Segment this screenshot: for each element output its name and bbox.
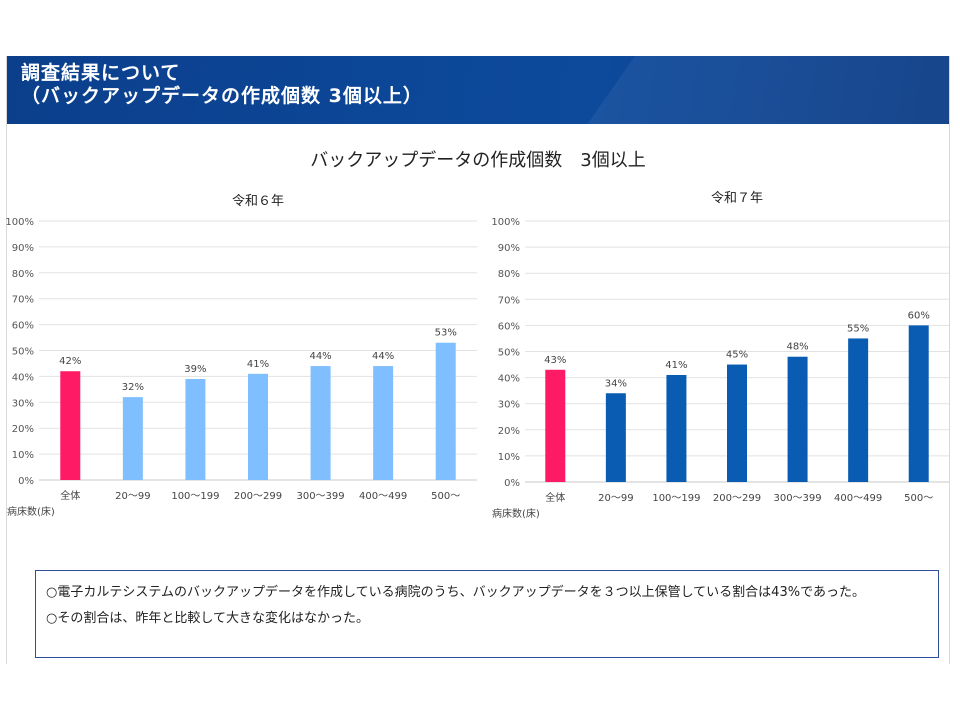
y-tick-label: 70% xyxy=(498,295,520,306)
y-tick-label: 0% xyxy=(18,476,34,487)
data-label: 39% xyxy=(184,364,206,375)
y-tick-label: 20% xyxy=(498,426,520,437)
y-tick-label: 60% xyxy=(12,321,34,332)
header-title: 調査結果について （バックアップデータの作成個数 3個以上） xyxy=(21,62,423,108)
notes-box: ○電子カルテシステムのバックアップデータを作成している病院のうち、バックアップデ… xyxy=(35,570,939,658)
y-tick-label: 20% xyxy=(12,424,34,435)
bar-total xyxy=(60,371,81,480)
category-label: 200〜299 xyxy=(234,491,282,502)
y-tick-label: 0% xyxy=(504,478,520,489)
y-tick-label: 10% xyxy=(498,452,520,463)
category-label: 20〜99 xyxy=(598,493,633,504)
header-title-line2: （バックアップデータの作成個数 3個以上） xyxy=(21,85,423,107)
header-title-line1: 調査結果について xyxy=(21,62,181,84)
category-label: 400〜499 xyxy=(834,493,882,504)
data-label: 53% xyxy=(435,328,457,339)
y-tick-label: 30% xyxy=(498,400,520,411)
y-tick-label: 10% xyxy=(12,450,34,461)
note-line-2: ○その割合は、昨年と比較して大きな変化はなかった。 xyxy=(46,611,369,626)
data-label: 41% xyxy=(665,360,687,371)
category-label: 20〜99 xyxy=(115,491,150,502)
bar-beds-6 xyxy=(435,342,456,480)
y-tick-label: 100% xyxy=(491,217,520,228)
data-label: 45% xyxy=(726,350,748,361)
category-label: 400〜499 xyxy=(359,491,407,502)
y-tick-label: 60% xyxy=(498,321,520,332)
data-label: 43% xyxy=(544,355,566,366)
y-tick-label: 80% xyxy=(498,269,520,280)
y-tick-label: 40% xyxy=(498,374,520,385)
y-tick-label: 30% xyxy=(12,398,34,409)
data-label: 34% xyxy=(605,378,627,389)
category-label: 全体 xyxy=(545,491,565,504)
y-tick-label: 70% xyxy=(12,295,34,306)
category-label: 300〜399 xyxy=(296,491,344,502)
bar-beds-5 xyxy=(848,338,869,482)
y-tick-label: 100% xyxy=(5,217,34,228)
category-label: 200〜299 xyxy=(713,493,761,504)
slide: 調査結果について （バックアップデータの作成個数 3個以上） バックアップデータ… xyxy=(5,56,950,664)
chart-title: 令和６年 xyxy=(232,194,284,209)
category-label: 100〜199 xyxy=(171,491,219,502)
y-tick-label: 50% xyxy=(12,347,34,358)
data-label: 41% xyxy=(247,359,269,370)
bar-beds-3 xyxy=(248,373,268,480)
bar-beds-4 xyxy=(787,356,808,482)
x-axis-label: 病床数(床) xyxy=(7,505,55,518)
bar-beds-2 xyxy=(185,378,206,480)
bar-beds-1 xyxy=(605,393,626,482)
bar-beds-4 xyxy=(310,366,331,480)
bar-beds-5 xyxy=(373,366,394,480)
bar-beds-1 xyxy=(122,397,143,480)
category-label: 100〜199 xyxy=(652,493,700,504)
chart-r7: 令和７年 0% 10% 20% 30% 40% 50% 60% 70% 80% 90% 100% 43%… xyxy=(491,191,949,520)
x-axis-label: 病床数(床) xyxy=(492,507,540,520)
y-tick-label: 40% xyxy=(12,372,34,383)
bar-total xyxy=(545,369,566,482)
chart-r6: 令和６年 0% 10% 20% 30% 40% 50% 60% 70% 80% 90% 100% 42%… xyxy=(5,194,477,518)
y-tick-label: 80% xyxy=(12,269,34,280)
category-label: 全体 xyxy=(60,489,80,502)
y-tick-label: 50% xyxy=(498,348,520,359)
chart-title: 令和７年 xyxy=(711,191,763,206)
header-banner: 調査結果について （バックアップデータの作成個数 3個以上） xyxy=(7,56,949,124)
category-label: 500〜 xyxy=(904,493,933,504)
note-line-1: ○電子カルテシステムのバックアップデータを作成している病院のうち、バックアップデ… xyxy=(46,585,865,600)
category-label: 300〜399 xyxy=(773,493,821,504)
data-label: 44% xyxy=(372,351,394,362)
bar-beds-2 xyxy=(666,374,687,482)
bar-beds-3 xyxy=(727,364,747,482)
data-label: 42% xyxy=(59,356,81,367)
y-tick-label: 90% xyxy=(498,243,520,254)
category-label: 500〜 xyxy=(431,491,460,502)
bar-beds-6 xyxy=(908,325,929,482)
chart-main-title: バックアップデータの作成個数 3個以上 xyxy=(310,150,646,171)
data-label: 32% xyxy=(122,382,144,393)
data-label: 55% xyxy=(847,323,869,334)
data-label: 44% xyxy=(309,351,331,362)
data-label: 48% xyxy=(786,342,808,353)
y-tick-label: 90% xyxy=(12,243,34,254)
data-label: 60% xyxy=(908,310,930,321)
